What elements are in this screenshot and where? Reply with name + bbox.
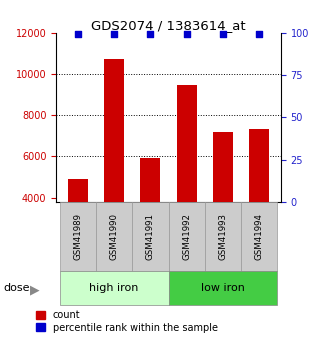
Point xyxy=(75,32,81,37)
Bar xyxy=(132,202,169,271)
Bar xyxy=(169,271,277,305)
Text: dose: dose xyxy=(3,283,30,293)
Bar xyxy=(60,271,169,305)
Bar xyxy=(60,202,96,271)
Bar xyxy=(96,202,132,271)
Text: GSM41989: GSM41989 xyxy=(74,213,82,260)
Text: high iron: high iron xyxy=(90,283,139,293)
Text: GSM41994: GSM41994 xyxy=(255,213,264,260)
Bar xyxy=(104,59,124,202)
Legend: count, percentile rank within the sample: count, percentile rank within the sample xyxy=(36,310,218,333)
Bar xyxy=(68,179,88,202)
Bar xyxy=(205,202,241,271)
Title: GDS2074 / 1383614_at: GDS2074 / 1383614_at xyxy=(91,19,246,32)
Bar xyxy=(141,158,160,202)
Text: GSM41992: GSM41992 xyxy=(182,213,191,260)
Point xyxy=(220,32,225,37)
Bar xyxy=(177,85,196,202)
Point xyxy=(112,32,117,37)
Point xyxy=(256,32,262,37)
Text: GSM41991: GSM41991 xyxy=(146,213,155,260)
Point xyxy=(148,32,153,37)
Text: low iron: low iron xyxy=(201,283,245,293)
Bar xyxy=(169,202,205,271)
Bar xyxy=(241,202,277,271)
Text: GSM41993: GSM41993 xyxy=(218,213,227,260)
Text: GSM41990: GSM41990 xyxy=(110,213,119,260)
Point xyxy=(184,32,189,37)
Bar xyxy=(249,129,269,202)
Text: ▶: ▶ xyxy=(30,283,39,296)
Bar xyxy=(213,132,233,202)
